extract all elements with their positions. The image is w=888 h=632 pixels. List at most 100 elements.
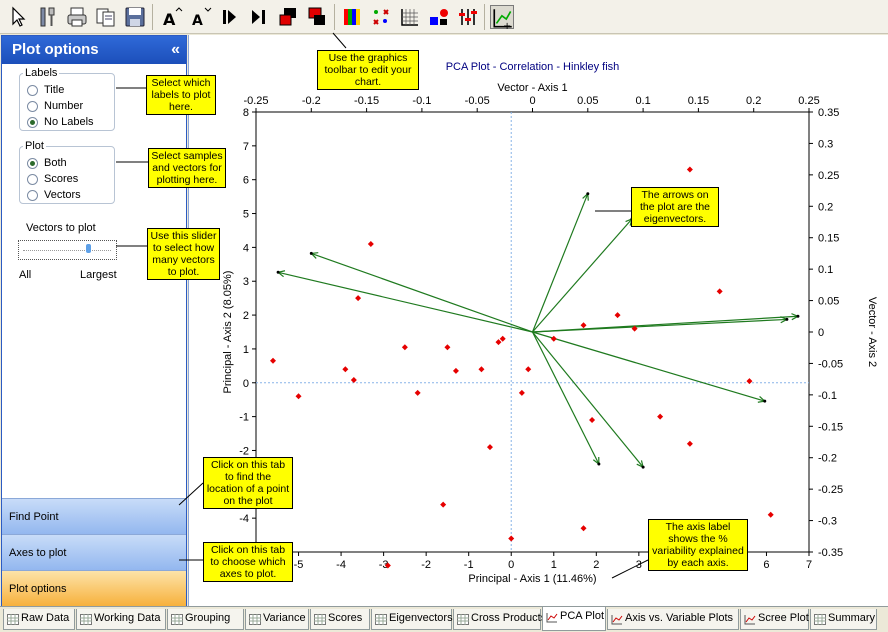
radio-number[interactable]: Number (27, 100, 83, 112)
print-icon[interactable] (65, 5, 89, 29)
y2-axis-label: Vector - Axis 2 (866, 297, 878, 367)
y2-tick-label: -0.35 (818, 547, 843, 559)
plot-note: Select samples and vectors for plotting … (148, 148, 226, 188)
copy-icon[interactable] (94, 5, 118, 29)
chart-icon (546, 611, 558, 623)
tab-raw-data[interactable]: Raw Data (3, 609, 75, 630)
tab-grouping[interactable]: Grouping (167, 609, 244, 630)
colour-palette-icon[interactable] (340, 5, 364, 29)
collapse-icon[interactable]: « (171, 41, 180, 58)
score-point (401, 344, 408, 351)
y-tick-label: -4 (239, 513, 249, 525)
score-point (686, 440, 693, 447)
tab-pca-plot[interactable]: PCA Plot (542, 607, 606, 631)
add-series-icon[interactable]: + (490, 5, 514, 30)
pca-plot[interactable]: PCA Plot - Correlation - Hinkley fish-6-… (189, 35, 888, 606)
vectors-slider[interactable] (18, 240, 117, 260)
pointer-icon[interactable] (6, 5, 30, 29)
y2-tick-label: -0.25 (818, 484, 843, 496)
tools-icon[interactable] (36, 5, 60, 29)
slider-note: Use this slider to select how many vecto… (147, 228, 220, 280)
front-icon[interactable] (276, 5, 300, 29)
chart-title: PCA Plot - Correlation - Hinkley fish (446, 61, 620, 73)
radio-button-selected[interactable] (27, 157, 38, 169)
axis-label-note: The axis label shows the % variability e… (648, 519, 748, 571)
tab-summary[interactable]: Summary (810, 609, 877, 630)
y2-tick-label: 0.35 (818, 107, 839, 119)
tab-scores[interactable]: Scores (310, 609, 370, 630)
radio-button-selected[interactable] (27, 116, 38, 128)
x2-tick-label: 0.1 (635, 95, 650, 107)
plot-group: Plot (19, 140, 115, 204)
plot-group-legend: Plot (25, 140, 44, 152)
y2-tick-label: -0.2 (818, 453, 837, 465)
x-tick-label: -3 (379, 559, 389, 571)
tab-label: Cross Products (471, 612, 547, 624)
x-tick-label: 1 (551, 559, 557, 571)
y2-tick-label: 0 (818, 327, 824, 339)
eigenvector-line (532, 315, 798, 333)
score-point (495, 339, 502, 346)
eigenvector-line (532, 331, 765, 402)
next-series-icon[interactable] (218, 5, 242, 29)
table-icon (314, 613, 326, 625)
tab-label: Eigenvectors (389, 612, 453, 624)
radio-button[interactable] (27, 189, 38, 201)
radio-title[interactable]: Title (27, 84, 64, 96)
tab-cross-products[interactable]: Cross Products (453, 609, 546, 630)
slider-thumb[interactable] (86, 244, 91, 253)
radio-both[interactable]: Both (27, 157, 67, 169)
x-tick-label: 6 (763, 559, 769, 571)
radio-no-labels[interactable]: No Labels (27, 116, 94, 128)
score-point (614, 312, 621, 319)
bottom-tab-bar: Raw Data Working Data Grouping Variance Scor… (0, 606, 888, 632)
axis-scale-icon[interactable] (456, 5, 480, 29)
tab-eigenvectors[interactable]: Eigenvectors (371, 609, 453, 630)
score-point (414, 389, 421, 396)
score-point (746, 378, 753, 385)
radio-label: Vectors (44, 189, 81, 201)
score-point (508, 535, 515, 542)
y2-tick-label: -0.05 (818, 358, 843, 370)
x-tick-label: 3 (636, 559, 642, 571)
axes-note: Click on this tab to choose which axes t… (203, 542, 293, 582)
decrease-font-icon[interactable]: A (189, 5, 213, 29)
tab-variance[interactable]: Variance (245, 609, 309, 630)
symbol-icon[interactable] (427, 5, 451, 29)
previous-series-icon[interactable] (247, 5, 271, 29)
grid-icon[interactable] (398, 5, 422, 29)
svg-text:A: A (163, 10, 176, 29)
tab-axis-vs-variable-plots[interactable]: Axis vs. Variable Plots (607, 609, 739, 630)
radio-scores[interactable]: Scores (27, 173, 78, 185)
find-point-note: Click on this tab to find the location o… (203, 457, 293, 509)
plot-options-panel: Plot options « Labels Title Number No La… (1, 35, 187, 606)
plot-options-tab[interactable]: Plot options (2, 570, 186, 606)
tab-label: PCA Plot (560, 610, 605, 622)
panel-header: Plot options « (2, 36, 186, 64)
y2-tick-label: 0.05 (818, 296, 839, 308)
marker-icon[interactable] (369, 5, 393, 29)
table-icon (80, 613, 92, 625)
y-tick-label: 8 (243, 107, 249, 119)
radio-vectors[interactable]: Vectors (27, 189, 81, 201)
save-icon[interactable] (123, 5, 147, 29)
tab-working-data[interactable]: Working Data (76, 609, 166, 630)
labels-group-legend: Labels (25, 67, 58, 79)
radio-button[interactable] (27, 100, 38, 112)
score-point (631, 325, 638, 332)
increase-font-icon[interactable]: A (160, 5, 184, 29)
tab-scree-plot[interactable]: Scree Plot (740, 609, 809, 630)
axes-to-plot-tab[interactable]: Axes to plot (2, 534, 186, 570)
y2-tick-label: 0.1 (818, 264, 833, 276)
slider-max-label: Largest (80, 269, 117, 281)
radio-button[interactable] (27, 84, 38, 96)
radio-button[interactable] (27, 173, 38, 185)
score-point (444, 344, 451, 351)
find-point-tab[interactable]: Find Point (2, 498, 186, 534)
back-icon[interactable] (305, 5, 329, 29)
score-point (716, 288, 723, 295)
y-axis-label: Principal - Axis 2 (8.05%) (222, 271, 234, 394)
svg-text:A: A (192, 13, 203, 29)
x2-tick-label: -0.2 (302, 95, 321, 107)
x-tick-label: -5 (294, 559, 304, 571)
